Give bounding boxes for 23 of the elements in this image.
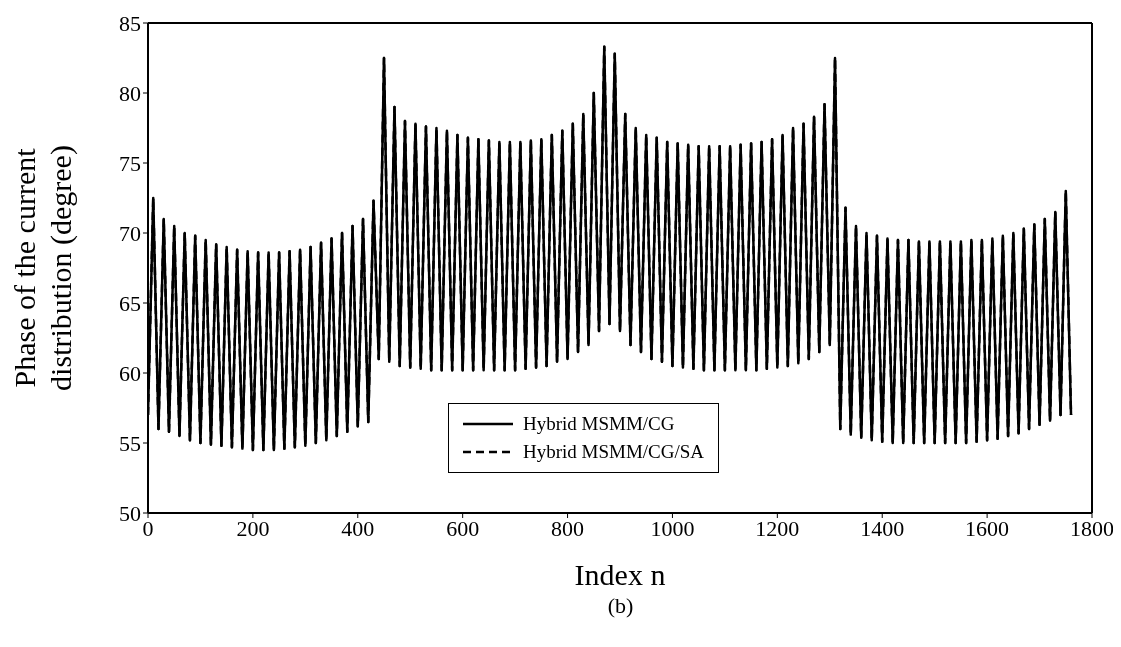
y-tick-label: 55 — [119, 430, 141, 456]
text: (b) — [606, 593, 635, 619]
legend-label: Hybrid MSMM/CG/SA — [523, 441, 705, 463]
y-axis-title: Phase of the current distribution (degree) — [8, 145, 78, 391]
x-tick-label: 600 — [446, 515, 480, 541]
y-tick-label: 70 — [119, 220, 141, 246]
y-tick-label: 80 — [119, 80, 141, 106]
x-tick-label: 1600 — [965, 515, 1010, 541]
x-axis-title: Index n — [574, 558, 666, 591]
x-tick-label: 400 — [341, 515, 375, 541]
y-tick-label: 75 — [119, 150, 141, 176]
y-tick-label: 85 — [119, 10, 141, 36]
y-tick-label: 65 — [119, 290, 141, 316]
x-tick-label: 200 — [236, 515, 270, 541]
x-tick-label: 1000 — [650, 515, 695, 541]
y-tick-label: 60 — [119, 360, 141, 386]
y-tick-label: 50 — [119, 500, 141, 526]
x-tick-label: 1400 — [860, 515, 905, 541]
x-tick-label: 800 — [551, 515, 585, 541]
legend-label: Hybrid MSMM/CG — [523, 413, 675, 435]
x-tick-label: 1800 — [1070, 515, 1114, 541]
x-tick-label: 0 — [142, 515, 154, 541]
x-tick-label: 1200 — [755, 515, 800, 541]
